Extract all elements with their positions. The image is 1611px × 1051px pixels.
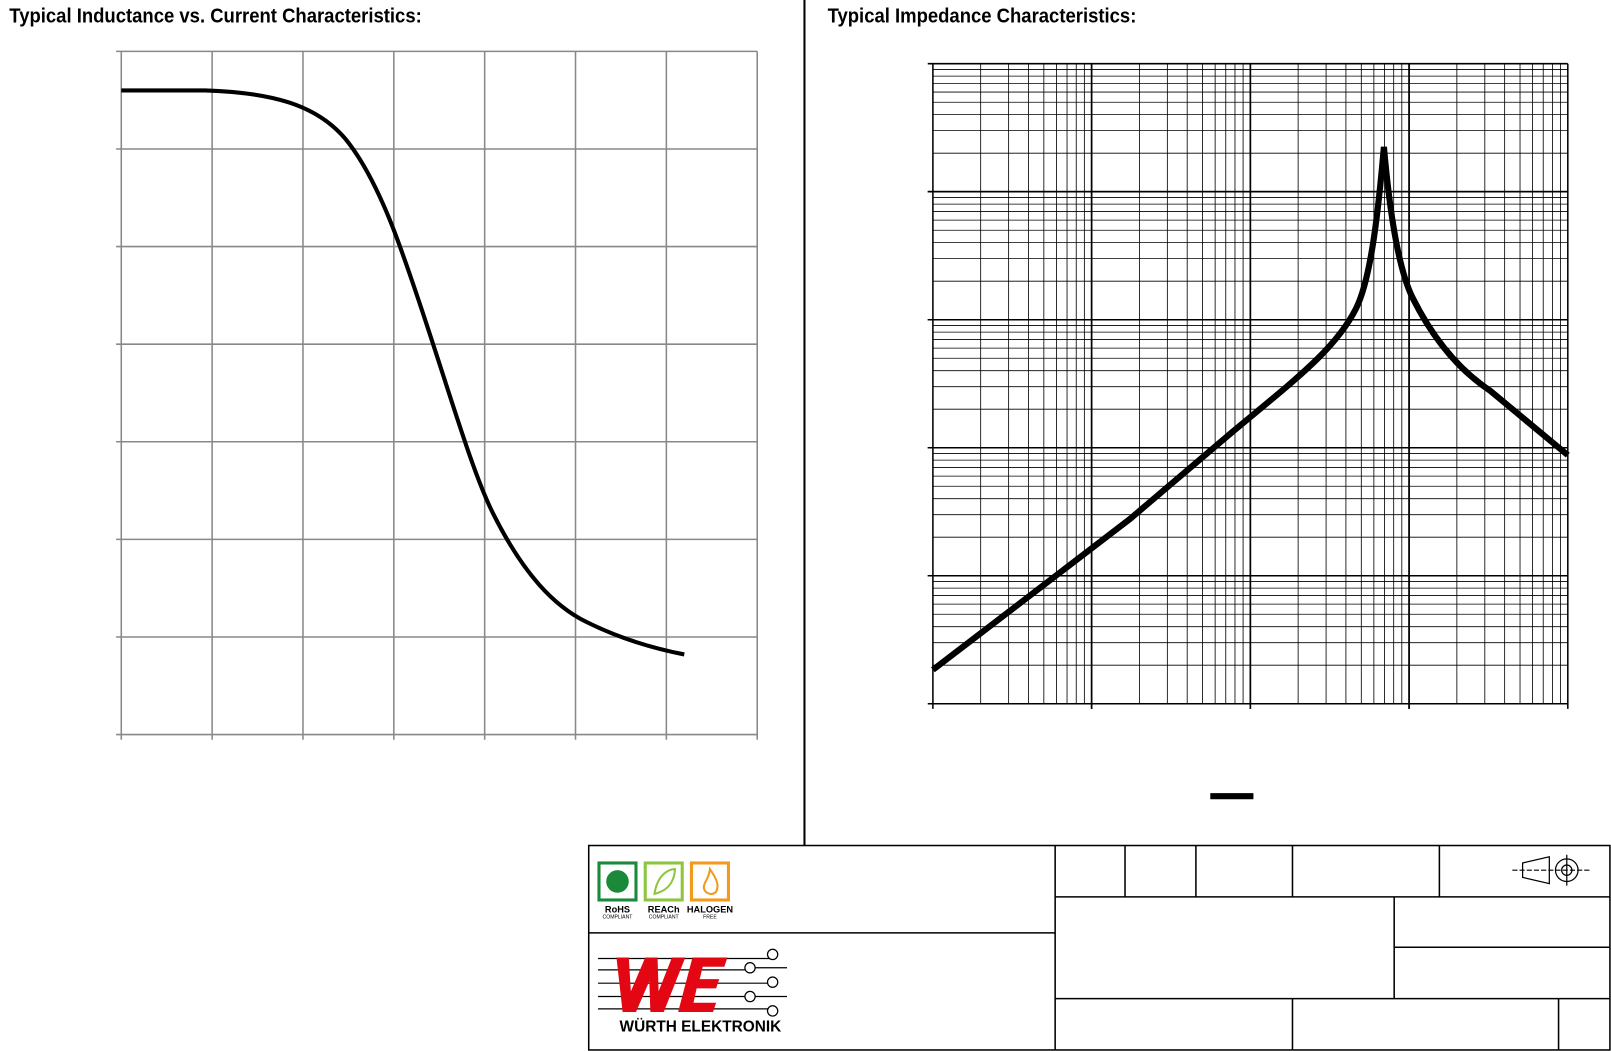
inductance-curve xyxy=(121,88,685,657)
badge-name: HALOGEN xyxy=(687,904,734,914)
right-grid xyxy=(927,62,1569,709)
badge-note: COMPLIANT xyxy=(603,914,634,920)
logo: WÜRTH ELEKTRONIK xyxy=(597,948,788,1035)
impedance-curve xyxy=(931,146,1570,673)
left-grid xyxy=(116,50,758,740)
badges: RoHS COMPLIANT REACh COMPLIANT HALOGEN F… xyxy=(597,861,734,920)
badge-name: RoHS xyxy=(605,904,630,914)
right-chart-title: Typical Impedance Characteristics: xyxy=(828,5,1137,28)
badge-note: FREE xyxy=(703,914,717,920)
badge-note: COMPLIANT xyxy=(649,914,680,920)
brand-name: WÜRTH ELEKTRONIK xyxy=(620,1018,782,1035)
left-chart-title: Typical Inductance vs. Current Character… xyxy=(9,5,421,28)
title-block xyxy=(587,844,1611,1051)
badge-name: REACh xyxy=(648,904,680,914)
projection-symbol xyxy=(1512,854,1591,886)
